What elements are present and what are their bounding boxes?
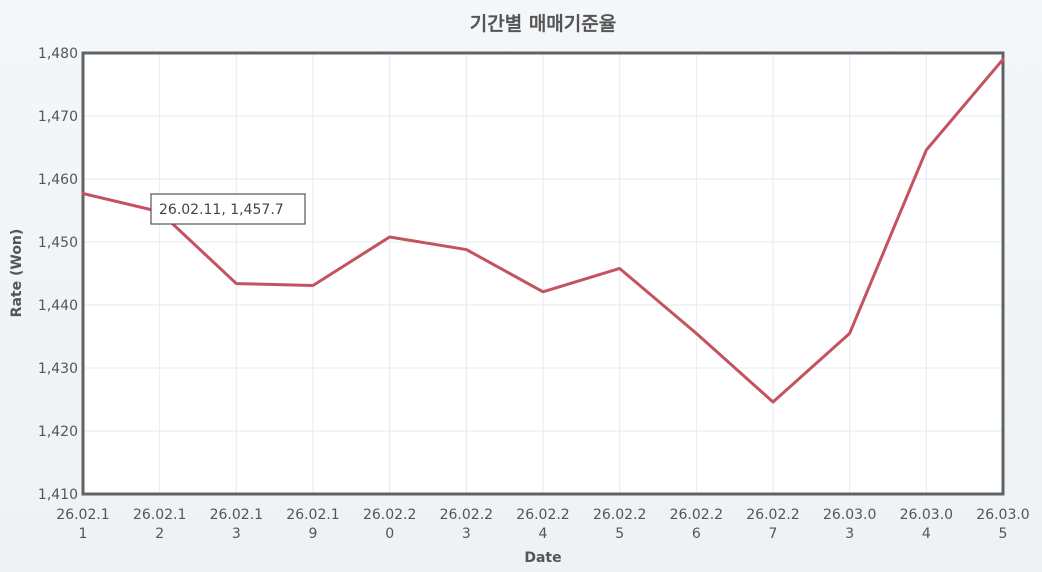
chart-title: 기간별 매매기준율	[470, 13, 616, 35]
y-tick-label: 1,460	[38, 172, 78, 188]
data-point	[617, 265, 623, 271]
x-tick-label: 26.02.2 4	[516, 507, 569, 542]
x-tick-label-line2: 0	[385, 526, 394, 542]
x-tick-label-line1: 26.02.2	[440, 507, 493, 523]
plot-border	[81, 51, 1005, 496]
x-tick-label-line1: 26.02.2	[746, 507, 799, 523]
x-tick-label: 26.02.1 2	[133, 507, 186, 542]
x-tick-label-line1: 26.02.1	[56, 507, 109, 523]
tooltip-text: 26.02.11, 1,457.7	[159, 202, 284, 218]
x-tick-label-line1: 26.02.2	[593, 507, 646, 523]
y-tick-label: 1,470	[38, 109, 78, 125]
x-tick-label-line1: 26.02.1	[133, 507, 186, 523]
data-point	[387, 234, 393, 240]
data-point	[310, 282, 316, 288]
x-tick-label: 26.02.2 5	[593, 507, 646, 542]
x-tick-label-line1: 26.02.2	[516, 507, 569, 523]
x-tick-label-line2: 4	[922, 526, 931, 542]
x-tick-label-line2: 3	[845, 526, 854, 542]
x-tick-label-line1: 26.02.1	[286, 507, 339, 523]
x-tick-label: 26.02.2 3	[440, 507, 493, 542]
y-axis-ticks: 1,410 1,420 1,430 1,440 1,450 1,460 1,470 1,480	[38, 46, 78, 503]
x-tick-label: 26.03.0 4	[900, 507, 953, 542]
x-tick-label-line1: 26.02.2	[363, 507, 416, 523]
x-tick-label-line2: 4	[539, 526, 548, 542]
x-tick-label-line1: 26.02.2	[670, 507, 723, 523]
data-point	[540, 289, 546, 295]
x-tick-label-line2: 7	[769, 526, 778, 542]
y-tick-label: 1,480	[38, 46, 78, 62]
tooltip-box	[150, 193, 306, 225]
x-axis-title: Date	[524, 550, 561, 566]
x-tick-label: 26.02.1 9	[286, 507, 339, 542]
x-tick-label-line2: 5	[999, 526, 1008, 542]
y-axis-title: Rate (Won)	[9, 229, 25, 318]
x-tick-label-line2: 5	[615, 526, 624, 542]
x-tick-label-line1: 26.02.1	[210, 507, 263, 523]
data-point	[693, 330, 699, 336]
y-tick-label: 1,410	[38, 487, 78, 503]
y-tick-label: 1,430	[38, 361, 78, 377]
x-tick-label-line2: 2	[155, 526, 164, 542]
x-tick-label-line2: 3	[462, 526, 471, 542]
x-tick-label: 26.02.2 7	[746, 507, 799, 542]
data-point	[80, 190, 86, 196]
x-tick-label: 26.03.0 3	[823, 507, 876, 542]
x-tick-label-line2: 3	[232, 526, 241, 542]
y-tick-label: 1,440	[38, 298, 78, 314]
data-tooltip: 26.02.11, 1,457.7	[150, 193, 306, 225]
x-tick-label: 26.02.2 6	[670, 507, 723, 542]
x-tick-label: 26.02.1 1	[56, 507, 109, 542]
data-point	[233, 281, 239, 287]
x-axis-ticks: 26.02.1 1 26.02.1 2 26.02.1 3 26.02.1 9 26.02.2 0…	[56, 507, 1029, 542]
x-tick-label: 26.02.1 3	[210, 507, 263, 542]
data-point	[923, 147, 929, 153]
data-point	[463, 247, 469, 253]
x-tick-label-line2: 1	[79, 526, 88, 542]
x-tick-label-line1: 26.03.0	[976, 507, 1029, 523]
x-tick-label-line2: 6	[692, 526, 701, 542]
y-tick-label: 1,420	[38, 424, 78, 440]
data-point	[770, 399, 776, 405]
y-tick-label: 1,450	[38, 235, 78, 251]
x-tick-label-line1: 26.03.0	[823, 507, 876, 523]
x-tick-label-line2: 9	[309, 526, 318, 542]
x-tick-label: 26.03.0 5	[976, 507, 1029, 542]
series-line	[81, 57, 1005, 404]
data-point	[847, 330, 853, 336]
data-point	[1000, 56, 1006, 62]
x-tick-label-line1: 26.03.0	[900, 507, 953, 523]
x-tick-label: 26.02.2 0	[363, 507, 416, 542]
